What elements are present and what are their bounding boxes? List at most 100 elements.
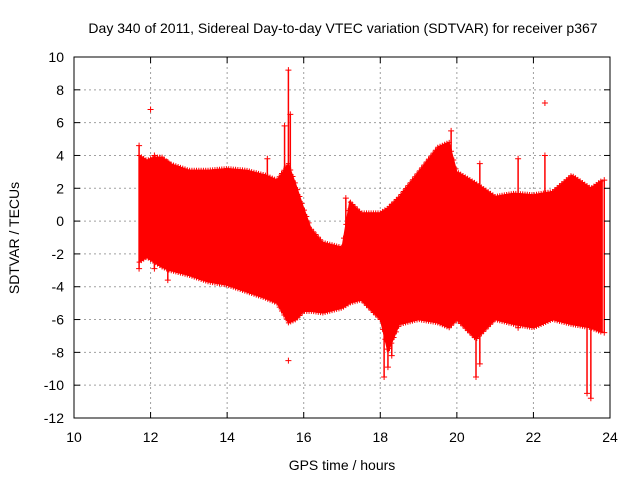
data-point xyxy=(381,214,388,221)
data-point xyxy=(598,178,604,184)
plot-frame xyxy=(73,56,611,419)
data-point xyxy=(164,159,171,166)
data-point xyxy=(352,204,358,210)
y-tick-label: 0 xyxy=(56,213,64,229)
data-point xyxy=(145,157,151,163)
data-point xyxy=(377,317,383,323)
data-point xyxy=(388,201,395,208)
data-point xyxy=(324,241,330,247)
data-point xyxy=(187,273,193,279)
data-point xyxy=(244,289,250,295)
data-point xyxy=(295,187,301,193)
data-point xyxy=(173,269,179,275)
data-point xyxy=(589,325,595,331)
data-point xyxy=(483,326,489,332)
y-tick-label: 2 xyxy=(56,180,64,196)
data-point xyxy=(354,206,360,212)
data-point xyxy=(290,318,296,324)
data-point xyxy=(267,297,273,303)
data-point xyxy=(184,167,190,173)
data-point xyxy=(136,142,143,149)
data-point xyxy=(446,325,452,331)
data-point xyxy=(432,147,438,153)
data-point xyxy=(412,318,418,324)
data-point xyxy=(448,127,455,134)
data-point xyxy=(435,320,441,326)
data-point xyxy=(334,306,340,312)
y-tick-label: -12 xyxy=(44,410,64,426)
data-point xyxy=(444,140,450,146)
data-point xyxy=(552,317,558,323)
data-point xyxy=(419,165,425,171)
data-point xyxy=(442,323,448,329)
y-axis-label: SDTVAR / TECUs xyxy=(6,182,22,294)
x-tick-label: 14 xyxy=(219,429,235,445)
data-point xyxy=(200,277,206,283)
data-point xyxy=(396,323,402,329)
data-point xyxy=(338,244,344,250)
data-point xyxy=(342,195,349,202)
y-tick-label: -4 xyxy=(52,279,65,295)
data-point xyxy=(331,242,337,248)
data-point xyxy=(384,209,391,216)
data-point xyxy=(274,177,280,183)
data-point xyxy=(414,171,420,177)
outlier-point xyxy=(147,106,154,113)
data-point xyxy=(177,164,183,170)
data-point xyxy=(428,153,434,159)
x-tick-label: 12 xyxy=(143,429,159,445)
data-point xyxy=(421,162,427,168)
data-point xyxy=(324,309,330,315)
data-point xyxy=(297,193,303,199)
data-point xyxy=(403,186,409,192)
y-tick-label: -2 xyxy=(52,246,65,262)
data-point xyxy=(587,193,594,200)
data-point xyxy=(276,304,282,310)
chart-title: Day 340 of 2011, Sidereal Day-to-day VTE… xyxy=(88,20,597,36)
data-point xyxy=(287,308,294,315)
data-point xyxy=(361,300,367,306)
data-point xyxy=(566,321,572,327)
data-point xyxy=(396,194,402,200)
data-point xyxy=(279,308,285,314)
data-point xyxy=(151,265,158,272)
data-point xyxy=(329,308,335,314)
data-point xyxy=(182,271,188,277)
data-point xyxy=(334,243,340,249)
data-point xyxy=(601,329,608,336)
data-point xyxy=(226,283,232,289)
data-point xyxy=(311,229,317,235)
data-point xyxy=(563,320,569,326)
outlier-point xyxy=(541,99,548,106)
y-tick-label: 10 xyxy=(48,49,64,65)
data-point xyxy=(151,152,158,159)
data-point xyxy=(260,294,266,300)
data-band xyxy=(138,141,603,354)
data-point xyxy=(384,364,391,371)
data-point xyxy=(272,176,278,182)
data-point xyxy=(469,332,475,338)
data-point xyxy=(246,290,252,296)
data-point xyxy=(223,282,229,288)
data-point xyxy=(239,287,245,293)
data-point xyxy=(554,318,560,324)
data-point xyxy=(391,199,397,205)
data-point xyxy=(290,173,296,179)
data-point xyxy=(540,320,546,326)
data-point xyxy=(253,170,259,176)
data-point xyxy=(382,336,388,342)
data-point xyxy=(265,296,271,302)
data-point xyxy=(272,299,278,305)
data-point xyxy=(260,172,266,178)
data-point xyxy=(497,318,503,324)
data-point xyxy=(281,122,288,129)
data-point xyxy=(591,326,597,332)
data-point xyxy=(586,184,592,190)
data-point xyxy=(301,207,307,213)
data-point xyxy=(246,168,252,174)
data-point xyxy=(164,277,171,284)
data-point xyxy=(368,307,374,313)
data-point xyxy=(465,328,471,334)
data-point xyxy=(276,174,282,180)
